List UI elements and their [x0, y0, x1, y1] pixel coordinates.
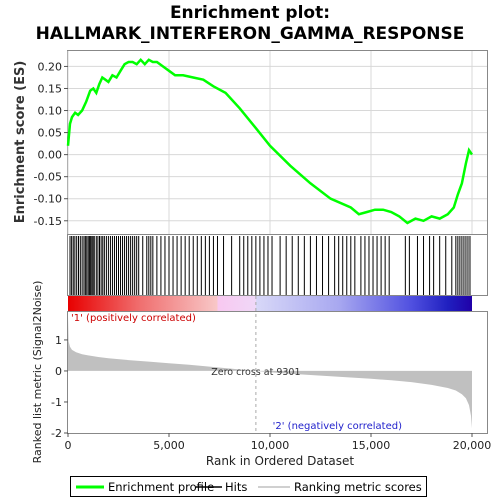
x-tick-label: 20,000 [453, 439, 492, 452]
rank-ytick-label: -2 [51, 427, 62, 440]
es-ytick-label: 0.20 [38, 60, 63, 73]
negative-correlation-label: '2' (negatively correlated) [273, 421, 402, 432]
rank-panel: 1 0 -1 -2 Zero cross at 9301 '1' (positivel… [31, 281, 488, 464]
ranking-metric-area [68, 316, 472, 429]
x-axis-label: Rank in Ordered Dataset [206, 454, 354, 468]
es-yticks: 0.20 0.15 0.10 0.05 0.00 -0.05 -0.10 -0.15 [34, 60, 68, 228]
positive-correlation-label: '1' (positively correlated) [71, 313, 196, 324]
zero-cross-label: Zero cross at 9301 [211, 367, 300, 378]
es-panel: 0.20 0.15 0.10 0.05 0.00 -0.05 -0.10 -0.15 Enri… [13, 50, 488, 235]
x-axis-ticks: 0 5,000 10,000 15,000 20,000 [65, 433, 492, 452]
es-ytick-label: 0.00 [38, 149, 63, 162]
chart-title-line1: Enrichment plot: [170, 3, 330, 23]
chart-title-line2: HALLMARK_INTERFERON_GAMMA_RESPONSE [36, 24, 465, 44]
legend-metric-label: Ranking metric scores [294, 480, 422, 494]
es-ytick-label: 0.05 [38, 127, 63, 140]
rank-color-bar-overlay [68, 296, 472, 311]
legend: Enrichment profile Hits Ranking metric s… [70, 476, 427, 497]
x-tick-label: 15,000 [352, 439, 391, 452]
es-panel-frame [67, 50, 488, 235]
es-ytick-label: 0.10 [38, 105, 63, 118]
es-ytick-label: -0.15 [34, 215, 62, 228]
rank-ytick-label: 0 [55, 365, 62, 378]
es-ytick-label: -0.10 [34, 193, 62, 206]
x-tick-label: 10,000 [251, 439, 290, 452]
legend-hits-label: Hits [225, 480, 247, 494]
es-ytick-label: 0.15 [38, 82, 63, 95]
hits-lines [69, 236, 471, 295]
rank-ytick-label: -1 [51, 396, 62, 409]
es-ytick-label: -0.05 [34, 171, 62, 184]
rank-ytick-label: 1 [55, 334, 62, 347]
es-ylabel: Enrichment score (ES) [13, 61, 28, 224]
enrichment-profile-line [66, 57, 474, 225]
legend-profile-label: Enrichment profile [108, 480, 214, 494]
rank-ylabel: Ranked list metric (Signal2Noise) [31, 281, 44, 464]
rank-yticks: 1 0 -1 -2 [51, 334, 68, 440]
x-tick-label: 0 [65, 439, 72, 452]
legend-frame [70, 476, 427, 497]
x-tick-label: 5,000 [153, 439, 185, 452]
